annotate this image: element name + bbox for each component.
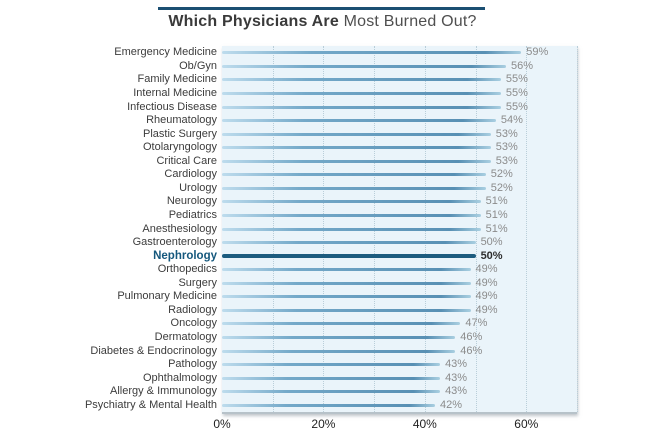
category-label: Ophthalmology <box>143 371 217 384</box>
value-label: 50% <box>480 249 503 262</box>
value-label: 51% <box>485 222 508 235</box>
value-label: 42% <box>440 398 463 411</box>
value-label: 50% <box>480 236 503 249</box>
category-label: Nephrology <box>153 249 217 262</box>
category-label: Oncology <box>170 317 217 330</box>
category-label: Infectious Disease <box>127 100 217 113</box>
bar <box>222 173 486 177</box>
value-label: 43% <box>445 371 468 384</box>
bar <box>222 363 441 367</box>
bar <box>222 322 461 326</box>
value-label: 49% <box>475 303 498 316</box>
x-axis-tick-60: 60% <box>514 417 539 431</box>
bar <box>222 390 441 394</box>
bar <box>222 51 522 55</box>
bar <box>222 213 481 217</box>
value-label: 53% <box>495 141 518 154</box>
bar <box>222 91 501 95</box>
bar <box>222 64 506 68</box>
value-label: 51% <box>485 208 508 221</box>
category-label: Pathology <box>168 358 217 371</box>
value-label: 46% <box>460 344 483 357</box>
value-label: 46% <box>460 330 483 343</box>
bar <box>222 308 471 312</box>
gridline-60 <box>526 46 528 412</box>
bar <box>222 403 435 407</box>
bar <box>222 241 476 245</box>
value-label: 56% <box>511 59 534 72</box>
category-label: Pulmonary Medicine <box>117 290 217 303</box>
bar <box>222 227 481 231</box>
bar <box>222 295 471 299</box>
bar <box>222 78 501 82</box>
category-label: Diabetes & Endocrinology <box>90 344 217 357</box>
bar <box>222 200 481 204</box>
category-label: Pediatrics <box>168 208 217 221</box>
gridline-70 <box>577 46 578 412</box>
x-axis-tick-20: 20% <box>311 417 336 431</box>
x-axis-tick-40: 40% <box>412 417 437 431</box>
bar <box>222 146 491 150</box>
value-label: 53% <box>495 127 518 140</box>
category-label: Allergy & Immunology <box>110 385 217 398</box>
chart-title-regular: Most Burned Out? <box>343 13 477 30</box>
bar <box>222 159 491 163</box>
category-label: Cardiology <box>164 168 217 181</box>
value-label: 43% <box>445 358 468 371</box>
bar <box>222 281 471 285</box>
category-label: Plastic Surgery <box>143 127 217 140</box>
value-label: 55% <box>505 100 528 113</box>
category-label: Urology <box>179 181 217 194</box>
value-label: 52% <box>490 168 513 181</box>
bar <box>222 349 456 353</box>
bar <box>222 105 501 109</box>
category-label: Radiology <box>168 303 217 316</box>
bar <box>222 268 471 272</box>
value-label: 55% <box>505 73 528 86</box>
category-label: Neurology <box>166 195 217 208</box>
bar <box>222 376 441 380</box>
category-label: Psychiatry & Mental Health <box>84 398 217 411</box>
value-label: 49% <box>475 263 498 276</box>
category-label: Ob/Gyn <box>179 59 217 72</box>
category-label: Orthopedics <box>157 263 217 276</box>
value-label: 55% <box>505 86 528 99</box>
x-axis-tick-0: 0% <box>213 417 231 431</box>
value-label: 54% <box>500 114 523 127</box>
value-label: 49% <box>475 276 498 289</box>
value-label: 52% <box>490 181 513 194</box>
bar <box>222 132 491 136</box>
value-label: 49% <box>475 290 498 303</box>
bar <box>222 119 496 123</box>
value-label: 43% <box>445 385 468 398</box>
bar <box>222 186 486 190</box>
bar-highlight <box>222 254 476 259</box>
category-label: Internal Medicine <box>133 86 217 99</box>
category-label: Otolaryngology <box>143 141 217 154</box>
bar <box>222 335 456 339</box>
category-label: Critical Care <box>156 154 217 167</box>
category-label: Rheumatology <box>146 114 217 127</box>
chart-title-bold: Which Physicians Are <box>168 13 339 30</box>
value-label: 59% <box>526 46 549 59</box>
category-label: Anesthesiology <box>142 222 217 235</box>
value-label: 47% <box>465 317 488 330</box>
value-label: 53% <box>495 154 518 167</box>
category-label: Dermatology <box>154 330 217 343</box>
chart-title: Which Physicians Are Most Burned Out? <box>0 13 645 31</box>
category-label: Gastroenterology <box>132 236 217 249</box>
category-label: Emergency Medicine <box>114 46 217 59</box>
title-rule <box>158 7 485 10</box>
value-label: 51% <box>485 195 508 208</box>
category-label: Family Medicine <box>137 73 217 86</box>
category-label: Surgery <box>178 276 217 289</box>
